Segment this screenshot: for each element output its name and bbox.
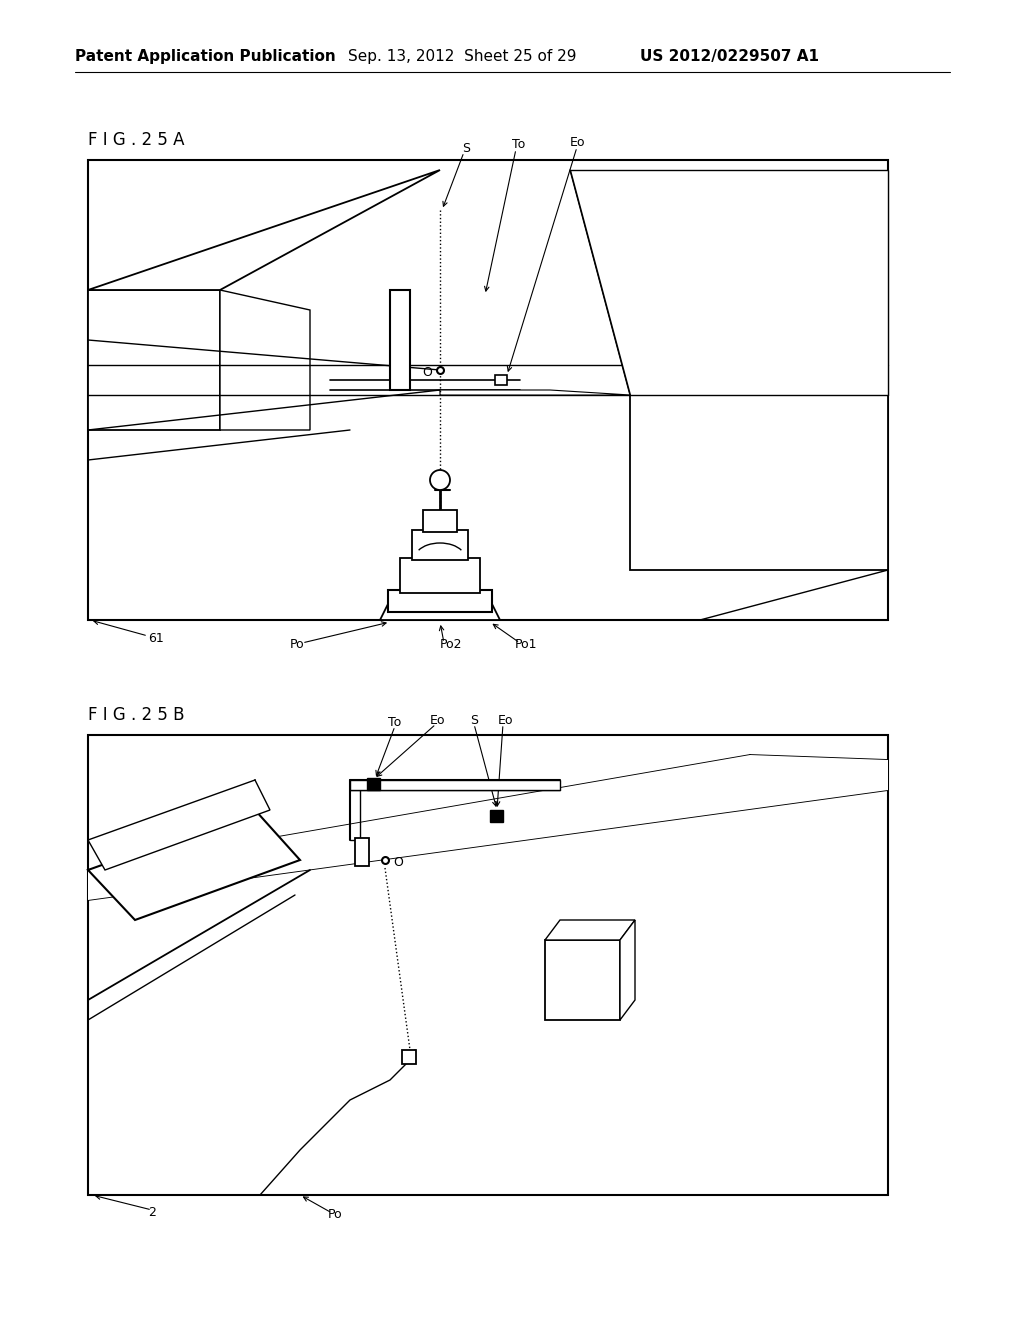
Bar [423,510,457,532]
Bar [412,531,468,560]
Text: Eo: Eo [498,714,513,726]
Polygon shape [88,810,300,920]
Bar [402,1049,416,1064]
Text: O: O [422,366,432,379]
Text: F I G . 2 5 B: F I G . 2 5 B [88,706,184,723]
Text: O: O [393,855,402,869]
Bar [367,777,380,789]
Text: To: To [388,715,401,729]
Bar [545,940,620,1020]
Text: Sep. 13, 2012  Sheet 25 of 29: Sep. 13, 2012 Sheet 25 of 29 [348,49,577,65]
Polygon shape [620,920,635,1020]
Polygon shape [570,170,888,395]
Polygon shape [380,601,500,620]
Text: Eo: Eo [570,136,586,149]
Polygon shape [545,920,635,940]
Text: Eo: Eo [430,714,445,726]
Polygon shape [88,290,220,430]
Polygon shape [88,755,888,900]
Bar [400,558,480,593]
Bar [490,810,503,822]
Text: Po2: Po2 [440,639,463,652]
Text: Patent Application Publication: Patent Application Publication [75,49,336,65]
Text: 61: 61 [148,631,164,644]
Bar [495,375,507,385]
Text: S: S [462,141,470,154]
Text: Po: Po [290,639,304,652]
Text: S: S [470,714,478,726]
Text: To: To [512,139,525,152]
Circle shape [430,470,450,490]
Bar [88,160,888,620]
Polygon shape [220,290,310,430]
Polygon shape [350,780,560,789]
Polygon shape [88,170,440,290]
Text: Po: Po [328,1209,343,1221]
Bar [388,590,492,612]
Text: F I G . 2 5 A: F I G . 2 5 A [88,131,184,149]
Polygon shape [630,395,888,570]
Text: 2: 2 [148,1205,156,1218]
Polygon shape [88,780,270,870]
Polygon shape [440,389,630,395]
Text: US 2012/0229507 A1: US 2012/0229507 A1 [640,49,819,65]
Bar [88,735,888,1195]
Text: Po1: Po1 [515,639,538,652]
Bar [390,290,410,389]
Bar [355,838,369,866]
